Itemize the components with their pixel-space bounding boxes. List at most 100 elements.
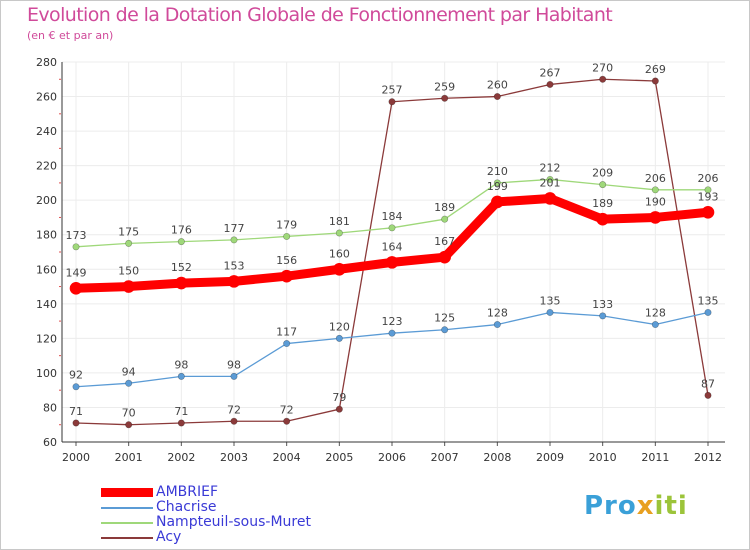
data-point-ambrief: [438, 250, 451, 264]
data-label-acy: 269: [645, 63, 666, 76]
data-point-chacrise: [546, 308, 554, 316]
data-point-nampteuil-sous-muret: [493, 179, 501, 187]
data-label-acy: 257: [382, 84, 403, 97]
x-tick-label: 2010: [589, 451, 617, 464]
data-label-ambrief: 193: [698, 190, 719, 203]
data-point-chacrise: [177, 372, 185, 380]
data-label-acy: 70: [122, 407, 136, 420]
plot-area-background: [62, 62, 725, 442]
data-point-acy: [388, 98, 396, 106]
x-tick-label: 2003: [220, 451, 248, 464]
data-point-ambrief: [543, 192, 557, 205]
data-label-chacrise: 125: [434, 312, 455, 325]
legend-item-chacrise: Chacrise: [101, 500, 311, 515]
legend-label: Acy: [156, 529, 182, 545]
data-label-chacrise: 133: [592, 298, 613, 311]
data-point-ambrief: [701, 205, 715, 219]
data-point-chacrise: [651, 321, 659, 329]
proxiti-logo: Proxiti: [584, 491, 688, 521]
legend-label: Nampteuil-sous-Muret: [156, 514, 311, 530]
data-point-ambrief: [227, 275, 241, 288]
legend: AMBRIEF Chacrise Nampteuil-sous-Muret Acy: [101, 485, 311, 545]
data-point-chacrise: [283, 340, 291, 348]
x-tick-label: 2001: [115, 451, 143, 464]
data-point-nampteuil-sous-muret: [72, 243, 80, 251]
data-label-nampteuil-sous-muret: 189: [434, 201, 455, 214]
x-tick-label: 2009: [536, 451, 564, 464]
data-point-acy: [704, 391, 712, 399]
data-point-nampteuil-sous-muret: [704, 186, 712, 194]
data-label-ambrief: 199: [487, 180, 508, 193]
data-point-acy: [72, 419, 80, 427]
data-label-nampteuil-sous-muret: 206: [645, 172, 666, 185]
data-point-chacrise: [704, 308, 712, 316]
x-tick-label: 2008: [483, 451, 511, 464]
data-point-acy: [335, 405, 343, 413]
y-tick-label: 100: [36, 367, 57, 380]
data-point-acy: [283, 417, 291, 425]
data-label-ambrief: 153: [224, 259, 245, 272]
y-tick-label: 220: [36, 160, 57, 173]
y-tick-label: 120: [36, 332, 57, 345]
data-point-ambrief: [385, 256, 399, 269]
data-label-ambrief: 164: [382, 240, 403, 253]
data-label-acy: 72: [280, 403, 294, 416]
data-label-ambrief: 190: [645, 195, 666, 208]
data-label-nampteuil-sous-muret: 206: [698, 172, 719, 185]
data-label-nampteuil-sous-muret: 179: [276, 218, 297, 231]
y-tick-label: 80: [43, 401, 57, 414]
data-label-nampteuil-sous-muret: 173: [66, 229, 87, 242]
data-point-nampteuil-sous-muret: [546, 175, 554, 183]
data-point-chacrise: [599, 312, 607, 320]
data-label-nampteuil-sous-muret: 176: [171, 224, 192, 237]
data-label-nampteuil-sous-muret: 184: [382, 210, 403, 223]
data-label-acy: 87: [701, 377, 715, 390]
data-point-ambrief: [333, 262, 346, 276]
data-label-acy: 71: [69, 405, 83, 418]
x-tick-label: 2002: [167, 451, 195, 464]
data-point-acy: [599, 75, 607, 83]
data-label-chacrise: 135: [540, 294, 561, 307]
logo-part-3: iti: [654, 491, 688, 521]
data-point-chacrise: [230, 372, 238, 380]
data-point-chacrise: [441, 326, 449, 334]
data-point-acy: [651, 77, 659, 85]
data-point-ambrief: [596, 212, 609, 226]
x-tick-label: 2007: [431, 451, 459, 464]
data-label-chacrise: 128: [645, 307, 666, 320]
data-point-chacrise: [388, 329, 396, 337]
data-label-nampteuil-sous-muret: 175: [118, 225, 139, 238]
data-label-chacrise: 135: [698, 294, 719, 307]
logo-part-2: x: [636, 491, 655, 521]
data-label-acy: 72: [227, 403, 241, 416]
data-label-acy: 260: [487, 79, 508, 92]
data-point-ambrief: [69, 281, 83, 295]
data-label-nampteuil-sous-muret: 210: [487, 165, 508, 178]
logo-part-1: Pro: [584, 491, 637, 521]
data-label-ambrief: 150: [118, 265, 139, 278]
data-point-ambrief: [122, 280, 135, 293]
data-point-acy: [441, 94, 449, 102]
data-label-chacrise: 98: [174, 358, 188, 371]
data-label-ambrief: 156: [276, 254, 297, 267]
data-label-chacrise: 92: [69, 369, 83, 382]
data-point-nampteuil-sous-muret: [441, 215, 449, 223]
x-tick-label: 2005: [325, 451, 353, 464]
data-point-nampteuil-sous-muret: [335, 229, 343, 237]
legend-item-nampteuil-sous-muret: Nampteuil-sous-Muret: [101, 515, 311, 530]
legend-swatch: [101, 536, 153, 539]
data-point-chacrise: [335, 334, 343, 342]
data-point-ambrief: [175, 276, 188, 290]
data-label-ambrief: 189: [592, 197, 613, 210]
x-tick-label: 2006: [378, 451, 406, 464]
series-lines: [69, 75, 715, 429]
data-label-acy: 79: [332, 391, 346, 404]
legend-label: AMBRIEF: [156, 484, 219, 500]
legend-item-acy: Acy: [101, 530, 311, 545]
x-tick-label: 2004: [273, 451, 301, 464]
x-tick-label: 2011: [641, 451, 669, 464]
data-label-ambrief: 152: [171, 261, 192, 274]
y-tick-label: 160: [36, 263, 57, 276]
